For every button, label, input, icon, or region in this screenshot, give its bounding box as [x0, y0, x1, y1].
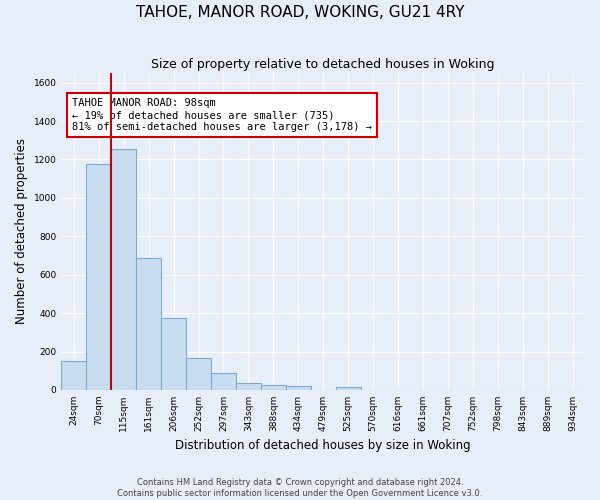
Title: Size of property relative to detached houses in Woking: Size of property relative to detached ho… — [151, 58, 495, 70]
Text: Contains HM Land Registry data © Crown copyright and database right 2024.
Contai: Contains HM Land Registry data © Crown c… — [118, 478, 482, 498]
Text: TAHOE, MANOR ROAD, WOKING, GU21 4RY: TAHOE, MANOR ROAD, WOKING, GU21 4RY — [136, 5, 464, 20]
Bar — [186, 358, 211, 390]
Y-axis label: Number of detached properties: Number of detached properties — [15, 138, 28, 324]
Bar — [286, 386, 311, 390]
Bar — [86, 164, 111, 390]
X-axis label: Distribution of detached houses by size in Woking: Distribution of detached houses by size … — [175, 440, 471, 452]
Bar — [335, 387, 361, 390]
Bar — [111, 149, 136, 390]
Bar — [236, 383, 261, 390]
Text: TAHOE MANOR ROAD: 98sqm
← 19% of detached houses are smaller (735)
81% of semi-d: TAHOE MANOR ROAD: 98sqm ← 19% of detache… — [72, 98, 372, 132]
Bar — [211, 372, 236, 390]
Bar — [136, 258, 161, 390]
Bar — [161, 318, 186, 390]
Bar — [261, 385, 286, 390]
Bar — [61, 361, 86, 390]
